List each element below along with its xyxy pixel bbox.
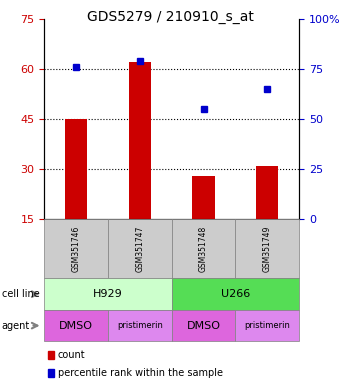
Text: GSM351747: GSM351747 (135, 225, 144, 272)
Text: cell line: cell line (2, 289, 39, 299)
Text: H929: H929 (93, 289, 123, 299)
Text: GSM351748: GSM351748 (199, 225, 208, 272)
Text: GSM351749: GSM351749 (263, 225, 272, 272)
Text: GSM351746: GSM351746 (72, 225, 81, 272)
Bar (129, 63, 151, 219)
Bar (65, 119, 87, 219)
Bar (192, 175, 215, 219)
Text: agent: agent (2, 321, 30, 331)
Text: GDS5279 / 210910_s_at: GDS5279 / 210910_s_at (87, 10, 253, 23)
Text: DMSO: DMSO (59, 321, 93, 331)
Bar (256, 166, 278, 219)
Text: percentile rank within the sample: percentile rank within the sample (58, 368, 223, 378)
Text: U266: U266 (221, 289, 250, 299)
Text: pristimerin: pristimerin (117, 321, 163, 330)
Text: pristimerin: pristimerin (244, 321, 290, 330)
Text: DMSO: DMSO (187, 321, 221, 331)
Text: count: count (58, 350, 85, 360)
